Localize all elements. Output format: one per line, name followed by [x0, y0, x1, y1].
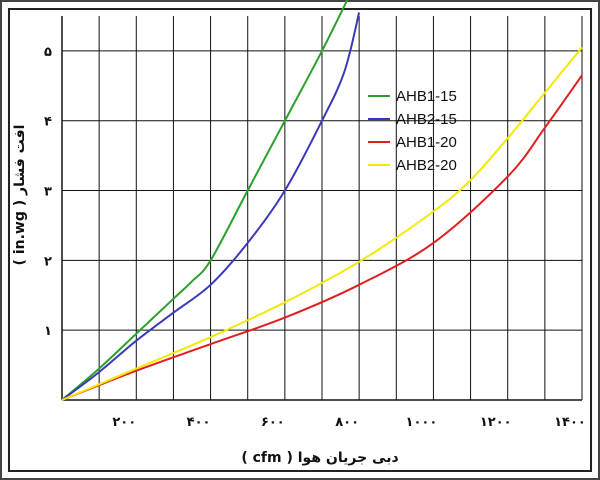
y-tick-label: ۳ — [44, 185, 52, 200]
legend: AHB1-15 AHB2-15 AHB1-20 AHB2-20 — [368, 88, 457, 174]
series-line-ahb2-15 — [61, 12, 361, 401]
legend-label: AHB2-20 — [396, 157, 457, 174]
y-tick-label: ۱ — [44, 324, 52, 339]
x-tick-label: ۱۴۰۰ — [554, 415, 586, 430]
x-tick-label: ۸۰۰ — [335, 415, 359, 430]
y-tick-label: ۵ — [44, 45, 52, 60]
x-tick-label: ۱۰۰۰ — [406, 415, 438, 430]
legend-label: AHB2-15 — [396, 111, 457, 128]
x-tick-label: ۴۰۰ — [187, 415, 211, 430]
y-tick-label: ۴ — [44, 115, 52, 130]
x-tick-label: ۲۰۰ — [112, 415, 136, 430]
y-tick-label: ۲ — [44, 254, 52, 269]
series-line-ahb1-15 — [61, 0, 349, 401]
x-tick-label: ۶۰۰ — [261, 415, 285, 430]
series-line-ahb1-20 — [61, 74, 583, 401]
y-axis-title: افت فشار ( in.wg ) — [12, 125, 28, 266]
series-line-ahb2-20 — [61, 46, 583, 401]
inner-border — [8, 8, 592, 472]
legend-label: AHB1-15 — [396, 88, 457, 105]
series-lines — [61, 0, 583, 401]
x-tick-label: ۱۲۰۰ — [480, 415, 512, 430]
tick-labels: ۲۰۰ ۴۰۰ ۶۰۰ ۸۰۰ ۱۰۰۰ ۱۲۰۰ ۱۴۰۰ ۱ ۲ ۳ ۴ ۵ — [44, 45, 586, 430]
legend-label: AHB1-20 — [396, 134, 457, 151]
x-axis-title: دبی جریان هوا ( cfm ) — [241, 450, 398, 466]
